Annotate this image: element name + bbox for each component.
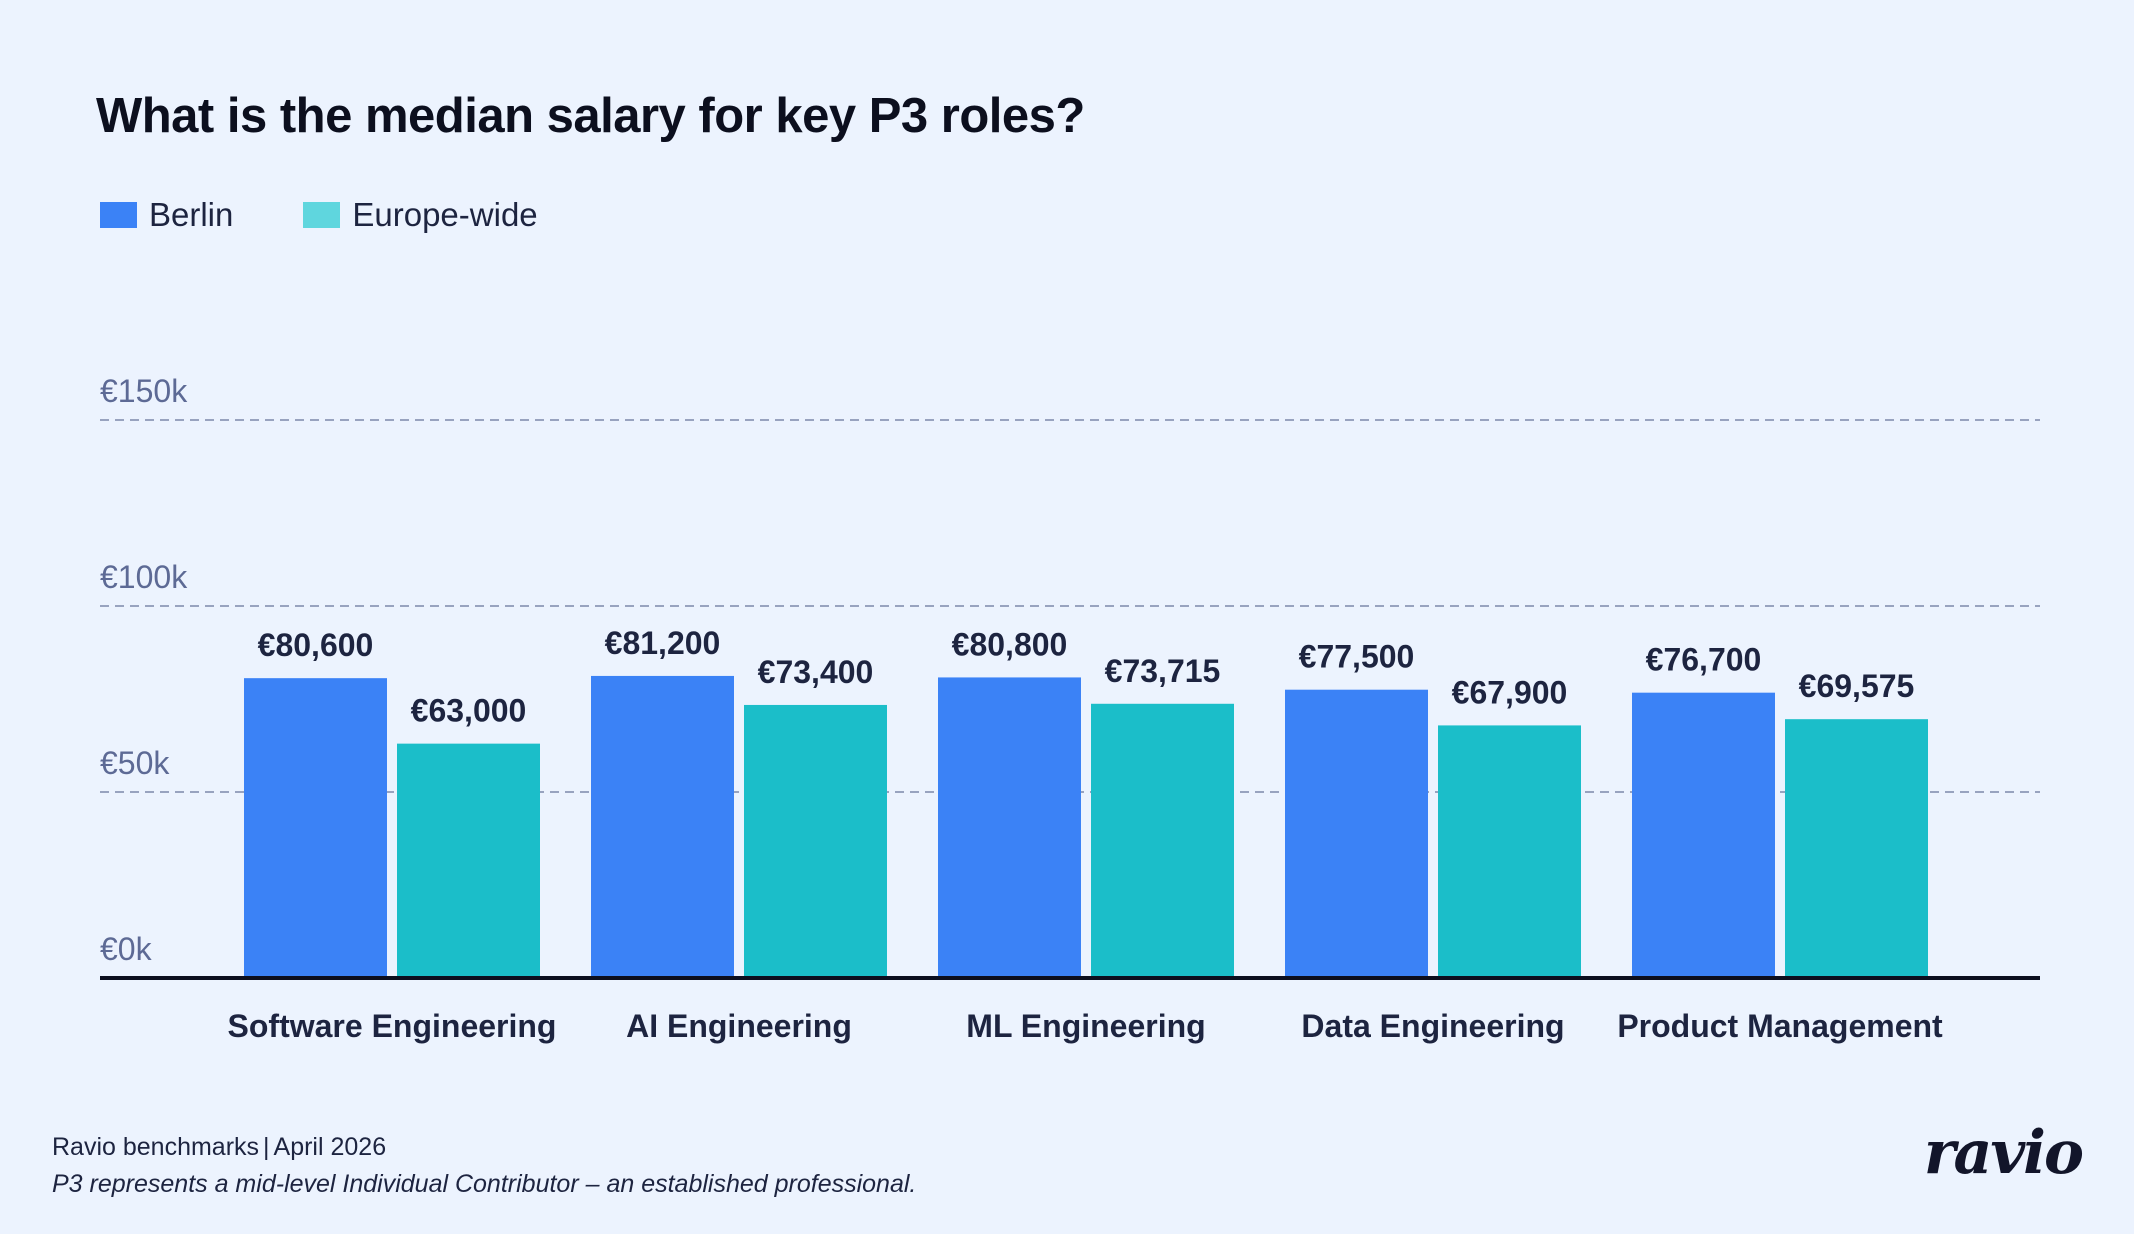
x-category-label: AI Engineering: [626, 1008, 852, 1044]
footer: Ravio benchmarks | April 2026 P3 represent…: [52, 1133, 916, 1199]
bar: [744, 704, 887, 978]
data-label: €69,575: [1799, 668, 1915, 704]
x-category-label: Data Engineering: [1301, 1008, 1564, 1044]
bar: [938, 677, 1081, 978]
data-label: €81,200: [605, 625, 721, 661]
y-tick-label: €100k: [100, 559, 188, 595]
ravio-logo: ravio: [1923, 1118, 2084, 1188]
bar: [591, 675, 734, 978]
y-tick-label: €0k: [100, 931, 153, 967]
data-label: €67,900: [1452, 674, 1568, 710]
data-label: €76,700: [1646, 642, 1762, 678]
footer-date: April 2026: [273, 1133, 387, 1161]
footer-separator: |: [263, 1133, 270, 1161]
footer-note: P3 represents a mid-level Individual Con…: [52, 1170, 917, 1198]
chart-title: What is the median salary for key P3 rol…: [96, 89, 1085, 143]
legend-item-berlin: Berlin: [100, 196, 233, 234]
legend-label-europe-wide: Europe-wide: [352, 196, 538, 233]
legend-swatch-europe-wide: [303, 202, 341, 228]
legend-label-berlin: Berlin: [149, 196, 234, 233]
data-label: €80,600: [258, 627, 374, 663]
legend: Berlin Europe-wide: [100, 196, 608, 234]
data-label: €63,000: [411, 693, 527, 729]
y-tick-label: €150k: [100, 373, 188, 409]
data-label: €77,500: [1299, 639, 1415, 675]
y-tick-label: €50k: [100, 745, 170, 781]
bar: [1438, 725, 1581, 978]
legend-swatch-berlin: [100, 202, 137, 228]
bar: [1285, 689, 1428, 978]
data-label: €80,800: [952, 626, 1068, 662]
bar: [397, 743, 540, 978]
x-category-label: Software Engineering: [228, 1008, 557, 1044]
bar: [1091, 703, 1234, 978]
bar: [1632, 692, 1775, 978]
x-category-label: ML Engineering: [966, 1008, 1205, 1044]
footer-source: Ravio benchmarks: [52, 1133, 260, 1161]
legend-item-europe-wide: Europe-wide: [303, 196, 538, 234]
data-label: €73,715: [1105, 653, 1221, 689]
bar: [1785, 719, 1928, 978]
x-category-label: Product Management: [1617, 1008, 1943, 1044]
data-label: €73,400: [758, 654, 874, 690]
bar: [244, 678, 387, 978]
footer-source-line: Ravio benchmarks | April 2026: [52, 1133, 916, 1162]
